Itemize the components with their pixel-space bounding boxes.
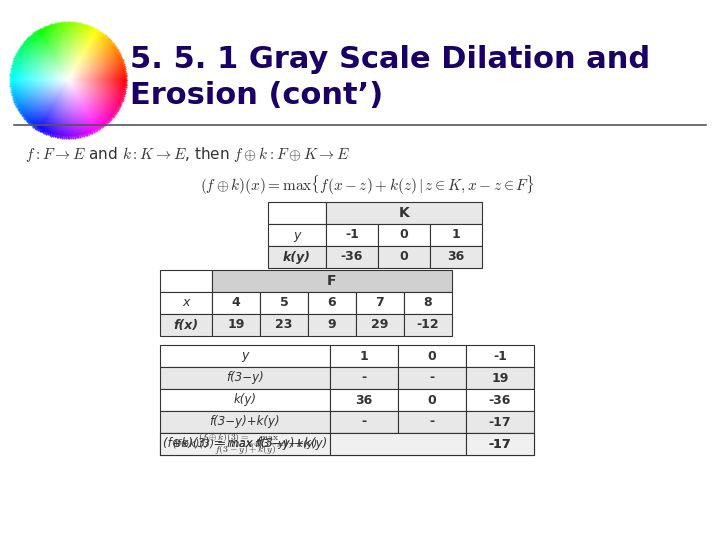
Bar: [212, 314, 260, 336]
Text: F: F: [328, 274, 337, 288]
Text: (f⊕k)(3) = max f(3−y)+k(y): (f⊕k)(3) = max f(3−y)+k(y): [163, 437, 327, 450]
Bar: [466, 389, 534, 411]
Text: k(y): k(y): [283, 251, 311, 264]
Bar: [260, 314, 308, 336]
Text: 0: 0: [400, 228, 408, 241]
Bar: [268, 202, 326, 224]
Bar: [356, 314, 404, 336]
Text: 1: 1: [451, 228, 460, 241]
Bar: [466, 367, 534, 389]
Bar: [260, 292, 308, 314]
Bar: [404, 292, 452, 314]
Text: 23: 23: [275, 319, 293, 332]
Text: $(f\oplus k)(3) = \max_{y\in K,\, 3-y\in F}$: $(f\oplus k)(3) = \max_{y\in K,\, 3-y\in…: [199, 432, 292, 450]
Bar: [466, 411, 534, 433]
Text: -: -: [361, 372, 366, 384]
Bar: [330, 433, 466, 455]
Bar: [212, 270, 452, 292]
Bar: [466, 433, 534, 455]
Text: 0: 0: [428, 394, 436, 407]
Bar: [308, 314, 356, 336]
Text: 0: 0: [428, 349, 436, 362]
Text: 9: 9: [328, 319, 336, 332]
Text: x: x: [182, 296, 189, 309]
Text: 5: 5: [279, 296, 289, 309]
Bar: [308, 292, 356, 314]
Text: -1: -1: [345, 228, 359, 241]
Text: $f(3-y)+k(y)$: $f(3-y)+k(y)$: [214, 442, 276, 456]
Text: 4: 4: [232, 296, 240, 309]
Text: f(3−y): f(3−y): [226, 372, 264, 384]
Text: -: -: [361, 415, 366, 429]
Text: -36: -36: [341, 251, 363, 264]
Bar: [212, 292, 260, 314]
Bar: [398, 411, 466, 433]
Bar: [160, 292, 212, 314]
Bar: [160, 433, 330, 455]
Text: -: -: [429, 415, 435, 429]
Text: 19: 19: [491, 372, 509, 384]
Bar: [430, 246, 482, 268]
Text: f(x): f(x): [174, 319, 199, 332]
Bar: [268, 246, 326, 268]
Bar: [330, 367, 398, 389]
Text: -17: -17: [489, 415, 511, 429]
Text: Erosion (cont’): Erosion (cont’): [130, 80, 383, 110]
Bar: [398, 367, 466, 389]
Text: y: y: [241, 349, 248, 362]
Text: (f⊕k)(3) = max f(3−y)+k(y): (f⊕k)(3) = max f(3−y)+k(y): [173, 439, 317, 449]
Text: -17: -17: [489, 437, 511, 450]
Text: 19: 19: [228, 319, 245, 332]
Text: 29: 29: [372, 319, 389, 332]
Bar: [430, 224, 482, 246]
Bar: [330, 345, 398, 367]
Bar: [160, 345, 330, 367]
Bar: [330, 389, 398, 411]
Text: 8: 8: [423, 296, 432, 309]
Text: 5. 5. 1 Gray Scale Dilation and: 5. 5. 1 Gray Scale Dilation and: [130, 45, 650, 75]
Bar: [326, 224, 378, 246]
Bar: [378, 246, 430, 268]
Bar: [160, 270, 212, 292]
Bar: [160, 314, 212, 336]
Text: 6: 6: [328, 296, 336, 309]
Text: 0: 0: [400, 251, 408, 264]
Bar: [466, 345, 534, 367]
Bar: [330, 411, 398, 433]
Text: K: K: [399, 206, 410, 220]
Text: 36: 36: [356, 394, 373, 407]
Bar: [160, 411, 330, 433]
Bar: [356, 292, 404, 314]
Text: -: -: [429, 372, 435, 384]
Text: 7: 7: [376, 296, 384, 309]
Text: -17: -17: [489, 437, 511, 450]
Text: -1: -1: [493, 349, 507, 362]
Bar: [398, 389, 466, 411]
Bar: [330, 433, 466, 455]
Bar: [160, 389, 330, 411]
Text: 1: 1: [359, 349, 369, 362]
Bar: [160, 433, 330, 455]
Bar: [160, 367, 330, 389]
Bar: [326, 246, 378, 268]
Bar: [398, 345, 466, 367]
Text: 36: 36: [447, 251, 464, 264]
Text: k(y): k(y): [233, 394, 256, 407]
Text: -12: -12: [417, 319, 439, 332]
Bar: [404, 314, 452, 336]
Bar: [268, 224, 326, 246]
Text: $(f \oplus k)(x) = \max\{f(x-z)+k(z)\,|\,z \in K, x-z \in F\}$: $(f \oplus k)(x) = \max\{f(x-z)+k(z)\,|\…: [200, 173, 535, 197]
Bar: [326, 202, 482, 224]
Text: $f : F \rightarrow E$ and $k : K \rightarrow E$, then $f \oplus k : F \oplus K \: $f : F \rightarrow E$ and $k : K \righta…: [25, 145, 351, 165]
Bar: [466, 433, 534, 455]
Bar: [378, 224, 430, 246]
Text: f(3−y)+k(y): f(3−y)+k(y): [210, 415, 280, 429]
Text: y: y: [293, 228, 301, 241]
Text: -36: -36: [489, 394, 511, 407]
